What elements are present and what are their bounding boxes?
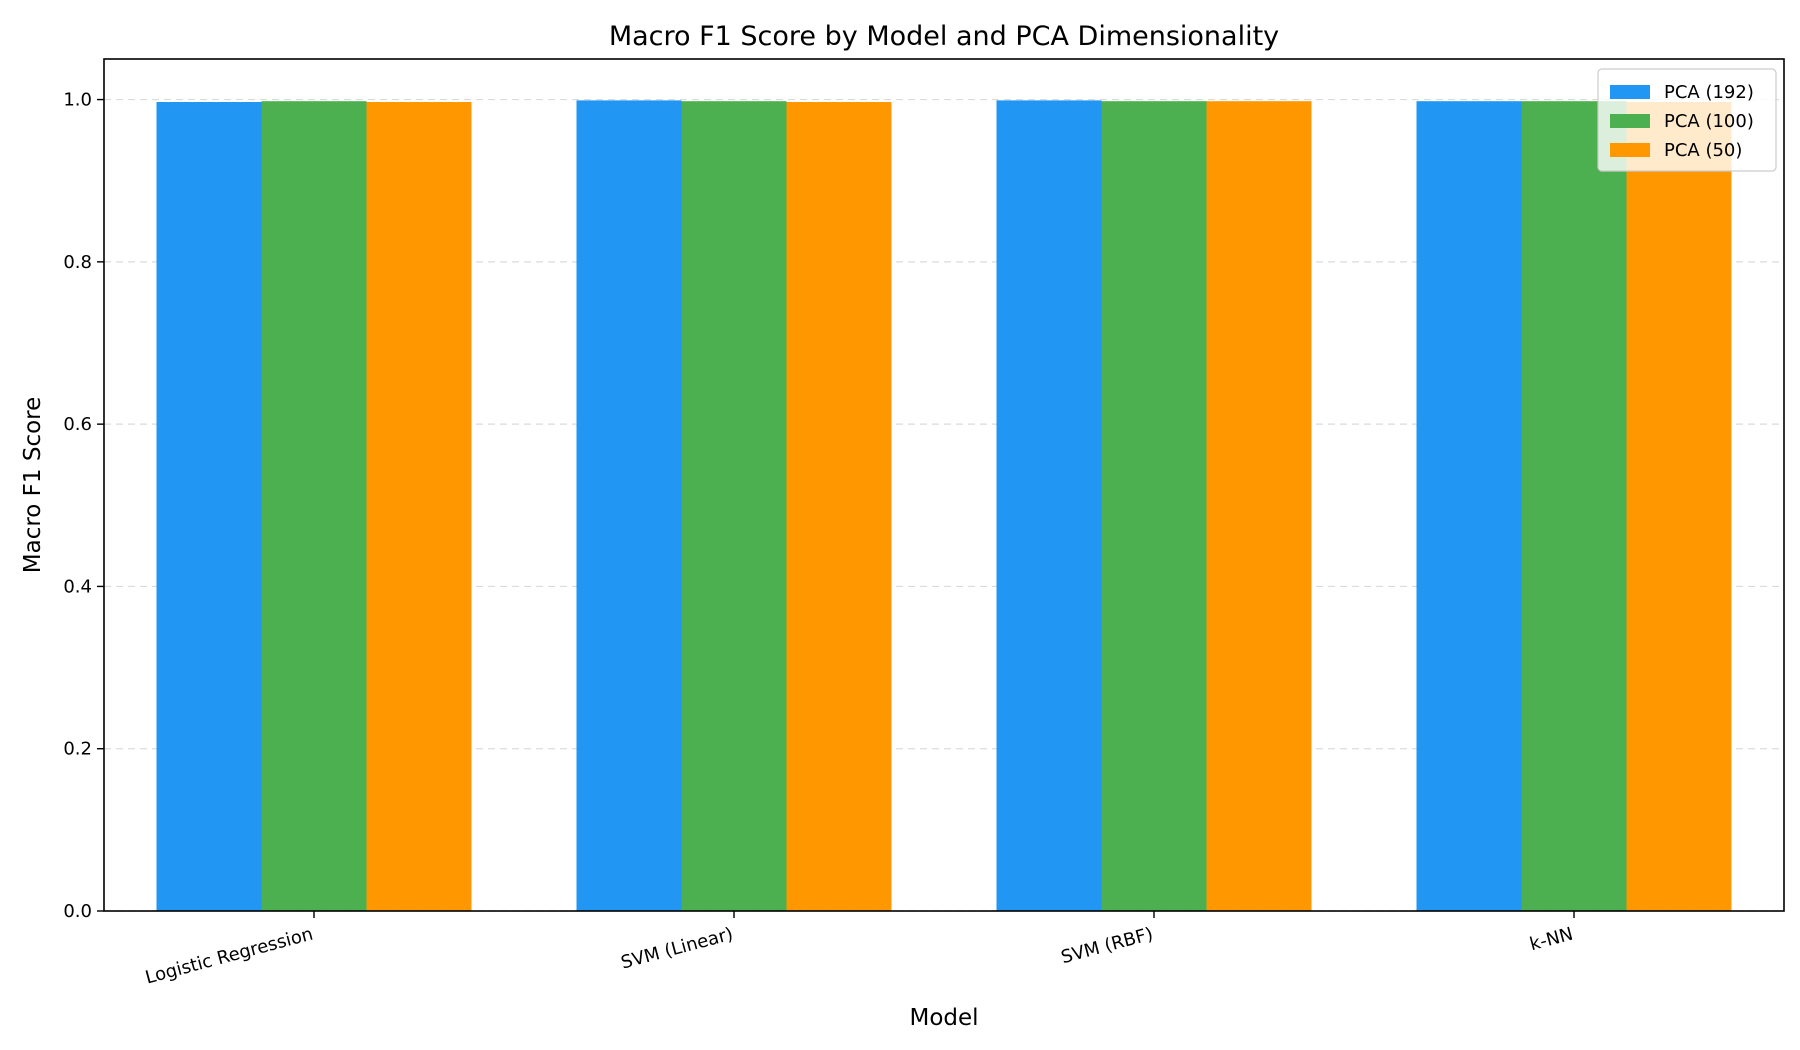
x-tick-label: Logistic Regression bbox=[143, 924, 315, 989]
y-tick-label: 0.2 bbox=[63, 739, 92, 760]
bar-PCA (100)-SVM (RBF) bbox=[1101, 101, 1207, 912]
legend-swatch bbox=[1610, 114, 1650, 128]
y-axis-label: Macro F1 Score bbox=[20, 397, 46, 574]
bar-PCA (192)-SVM (RBF) bbox=[996, 100, 1102, 911]
bar-PCA (192)-k-NN bbox=[1416, 101, 1522, 912]
legend-swatch bbox=[1610, 143, 1650, 157]
y-tick-label: 0.8 bbox=[63, 252, 92, 273]
bar-PCA (192)-Logistic Regression bbox=[156, 102, 262, 911]
x-tick-label: SVM (RBF) bbox=[1059, 924, 1155, 969]
plot-area-frame bbox=[103, 58, 1785, 912]
bar-PCA (100)-Logistic Regression bbox=[261, 101, 367, 912]
bars bbox=[156, 100, 1732, 912]
x-tick-label: SVM (Linear) bbox=[619, 924, 736, 974]
bar-PCA (100)-SVM (Linear) bbox=[681, 101, 787, 912]
bar-PCA (50)-k-NN bbox=[1626, 102, 1732, 911]
bar-PCA (50)-Logistic Regression bbox=[366, 102, 472, 911]
bar-PCA (100)-k-NN bbox=[1521, 101, 1627, 912]
bar-PCA (50)-SVM (RBF) bbox=[1206, 101, 1312, 912]
x-tick-label: k-NN bbox=[1527, 924, 1575, 956]
x-axis-label: Model bbox=[909, 1005, 978, 1031]
legend-label: PCA (192) bbox=[1664, 82, 1754, 103]
legend-label: PCA (50) bbox=[1664, 140, 1742, 161]
bar-PCA (50)-SVM (Linear) bbox=[786, 102, 892, 911]
bar-PCA (192)-SVM (Linear) bbox=[576, 100, 682, 911]
legend-label: PCA (100) bbox=[1664, 111, 1754, 132]
chart-title: Macro F1 Score by Model and PCA Dimensio… bbox=[609, 21, 1279, 52]
y-tick-label: 1.0 bbox=[63, 90, 92, 111]
y-tick-label: 0.6 bbox=[63, 414, 92, 435]
y-tick-label: 0.4 bbox=[63, 576, 92, 597]
y-axis-ticks: 0.0 0.2 0.4 0.6 0.8 1.0 bbox=[63, 90, 104, 922]
legend: PCA (192) PCA (100) PCA (50) bbox=[1597, 68, 1777, 172]
x-axis-ticks: Logistic Regression SVM (Linear) SVM (RBF)… bbox=[143, 911, 1575, 989]
legend-swatch bbox=[1610, 85, 1650, 99]
y-tick-label: 0.0 bbox=[63, 901, 92, 922]
